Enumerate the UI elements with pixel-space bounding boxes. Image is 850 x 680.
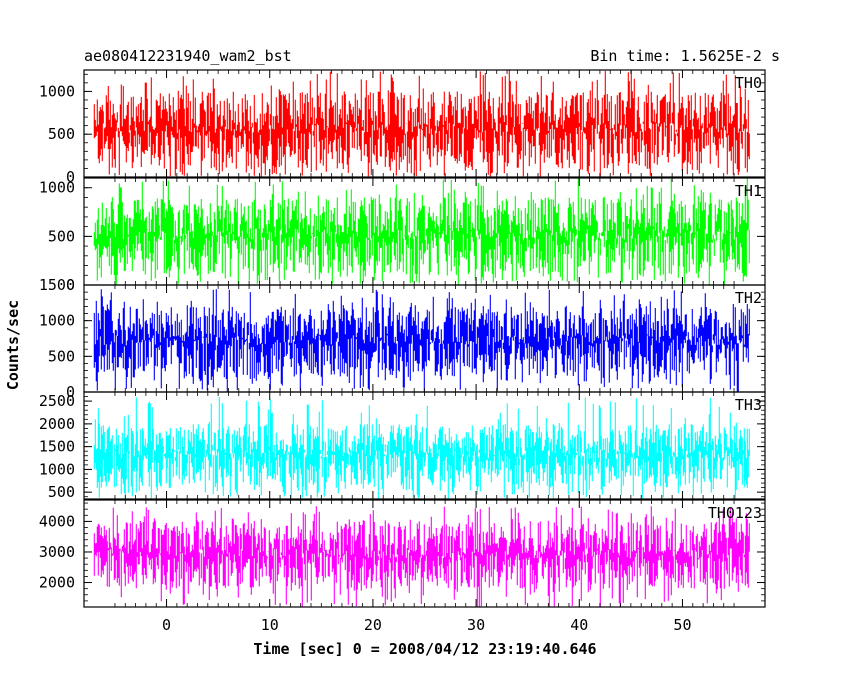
y-tick-label: 2000 [39, 415, 75, 433]
y-tick-label: 1000 [39, 179, 75, 197]
y-tick-label: 500 [48, 227, 75, 245]
y-tick-label: 1000 [39, 460, 75, 478]
panel-label: TH0123 [708, 504, 762, 522]
x-tick-label: 0 [162, 616, 171, 634]
x-tick-label: 10 [261, 616, 279, 634]
y-tick-label: 4000 [39, 512, 75, 530]
panel-th0123: 2000 3000 4000 TH0123 [39, 499, 766, 608]
y-tick-label: 500 [48, 125, 75, 143]
x-tick-label: 40 [570, 616, 588, 634]
panel-th0: 0 500 1000 TH0 [39, 69, 766, 186]
series-th0123 [93, 506, 750, 607]
panel-th1: 0 500 1000 TH1 [39, 177, 766, 294]
x-axis: 0 10 20 30 40 50 [162, 616, 691, 634]
y-tick-label: 500 [48, 347, 75, 365]
y-tick-label: 3000 [39, 543, 75, 561]
series-th2 [93, 289, 750, 392]
panel-label: TH2 [735, 289, 762, 307]
y-tick-label: 1000 [39, 312, 75, 330]
x-tick-label: 20 [364, 616, 382, 634]
y-tick-label: 2000 [39, 574, 75, 592]
bin-time-label: Bin time: 1.5625E-2 s [590, 47, 780, 65]
y-tick-label: 500 [48, 483, 75, 501]
series-th1 [93, 178, 750, 285]
y-tick-label: 1000 [39, 82, 75, 100]
series-th0 [93, 70, 750, 177]
panel-label: TH3 [735, 396, 762, 414]
y-tick-label: 1500 [39, 438, 75, 456]
y-tick-label: 0 [66, 168, 75, 186]
panels-group: 0 500 1000 TH0 0 500 1000 TH1 0 500 1000 1500 TH2 500… [39, 69, 766, 608]
panel-th2: 0 500 1000 1500 TH2 [39, 276, 766, 401]
x-axis-label: Time [sec] 0 = 2008/04/12 23:19:40.646 [253, 640, 596, 658]
y-tick-label: 0 [66, 276, 75, 294]
y-tick-label: 2500 [39, 392, 75, 410]
panel-label: TH1 [735, 182, 762, 200]
y-tick-label: 1500 [39, 276, 75, 294]
panel-th3: 500 1000 1500 2000 2500 TH3 [39, 391, 766, 501]
panel-label: TH0 [735, 74, 762, 92]
y-tick-label: 0 [66, 383, 75, 401]
y-axis-label: Counts/sec [4, 300, 22, 390]
x-tick-label: 30 [467, 616, 485, 634]
chart-title: ae080412231940_wam2_bst [84, 47, 292, 65]
x-tick-label: 50 [673, 616, 691, 634]
series-th3 [93, 397, 750, 499]
